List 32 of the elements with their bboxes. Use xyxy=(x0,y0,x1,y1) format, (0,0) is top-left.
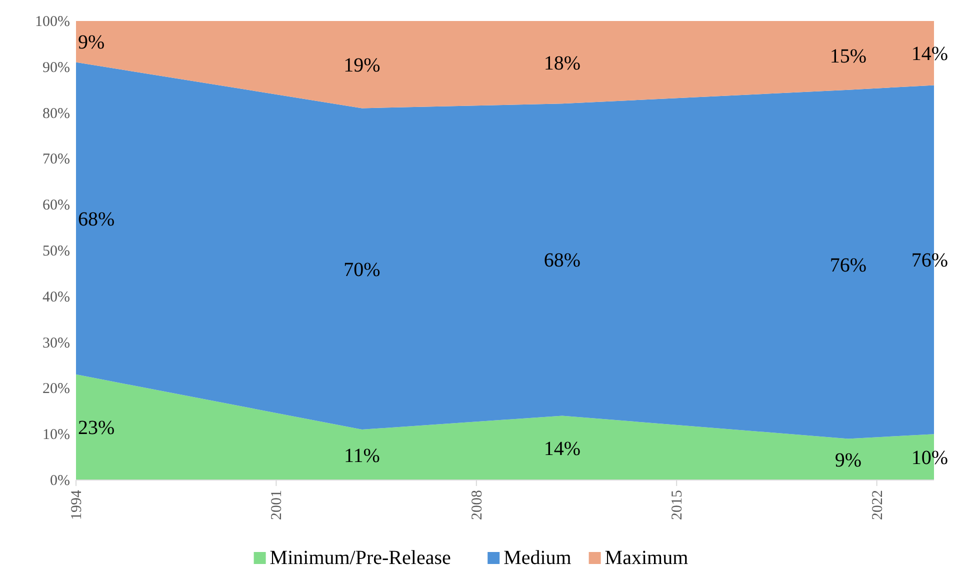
text: 9% xyxy=(78,32,105,54)
text: 70% xyxy=(344,258,380,281)
x-tick-label: 1994 xyxy=(69,490,85,520)
text: 18% xyxy=(544,52,581,74)
x-tick-label: 2022 xyxy=(870,490,886,520)
x-tick-label: 2015 xyxy=(670,490,686,520)
text: 23% xyxy=(78,417,115,440)
x-tick-label: 2008 xyxy=(469,490,486,520)
y-tick-label: 40% xyxy=(42,289,70,306)
y-tick-label: 90% xyxy=(42,60,70,76)
text: 14% xyxy=(544,438,581,460)
y-tick-label: 0% xyxy=(50,473,70,489)
text: 9% xyxy=(834,449,862,472)
x-tick-label: 2001 xyxy=(269,490,286,520)
text: 68% xyxy=(544,250,581,272)
y-tick-label: 20% xyxy=(42,381,70,398)
y-tick-label: 30% xyxy=(42,335,70,352)
legend-label: Maximum xyxy=(604,547,689,569)
text: 15% xyxy=(830,45,867,68)
text: 11% xyxy=(344,444,380,467)
text: 14% xyxy=(911,43,948,66)
y-tick-label: 80% xyxy=(42,106,70,122)
y-tick-label: 70% xyxy=(42,152,70,168)
legend-label: Minimum/Pre-Release xyxy=(270,547,451,569)
y-tick-label: 50% xyxy=(42,244,70,260)
legend-label: Medium xyxy=(504,547,572,569)
y-tick-label: 100% xyxy=(35,14,70,30)
y-tick-label: 10% xyxy=(42,427,70,444)
text: 19% xyxy=(344,54,380,77)
text: 76% xyxy=(830,254,867,276)
text: 68% xyxy=(78,208,115,230)
y-tick-label: 60% xyxy=(42,198,70,214)
